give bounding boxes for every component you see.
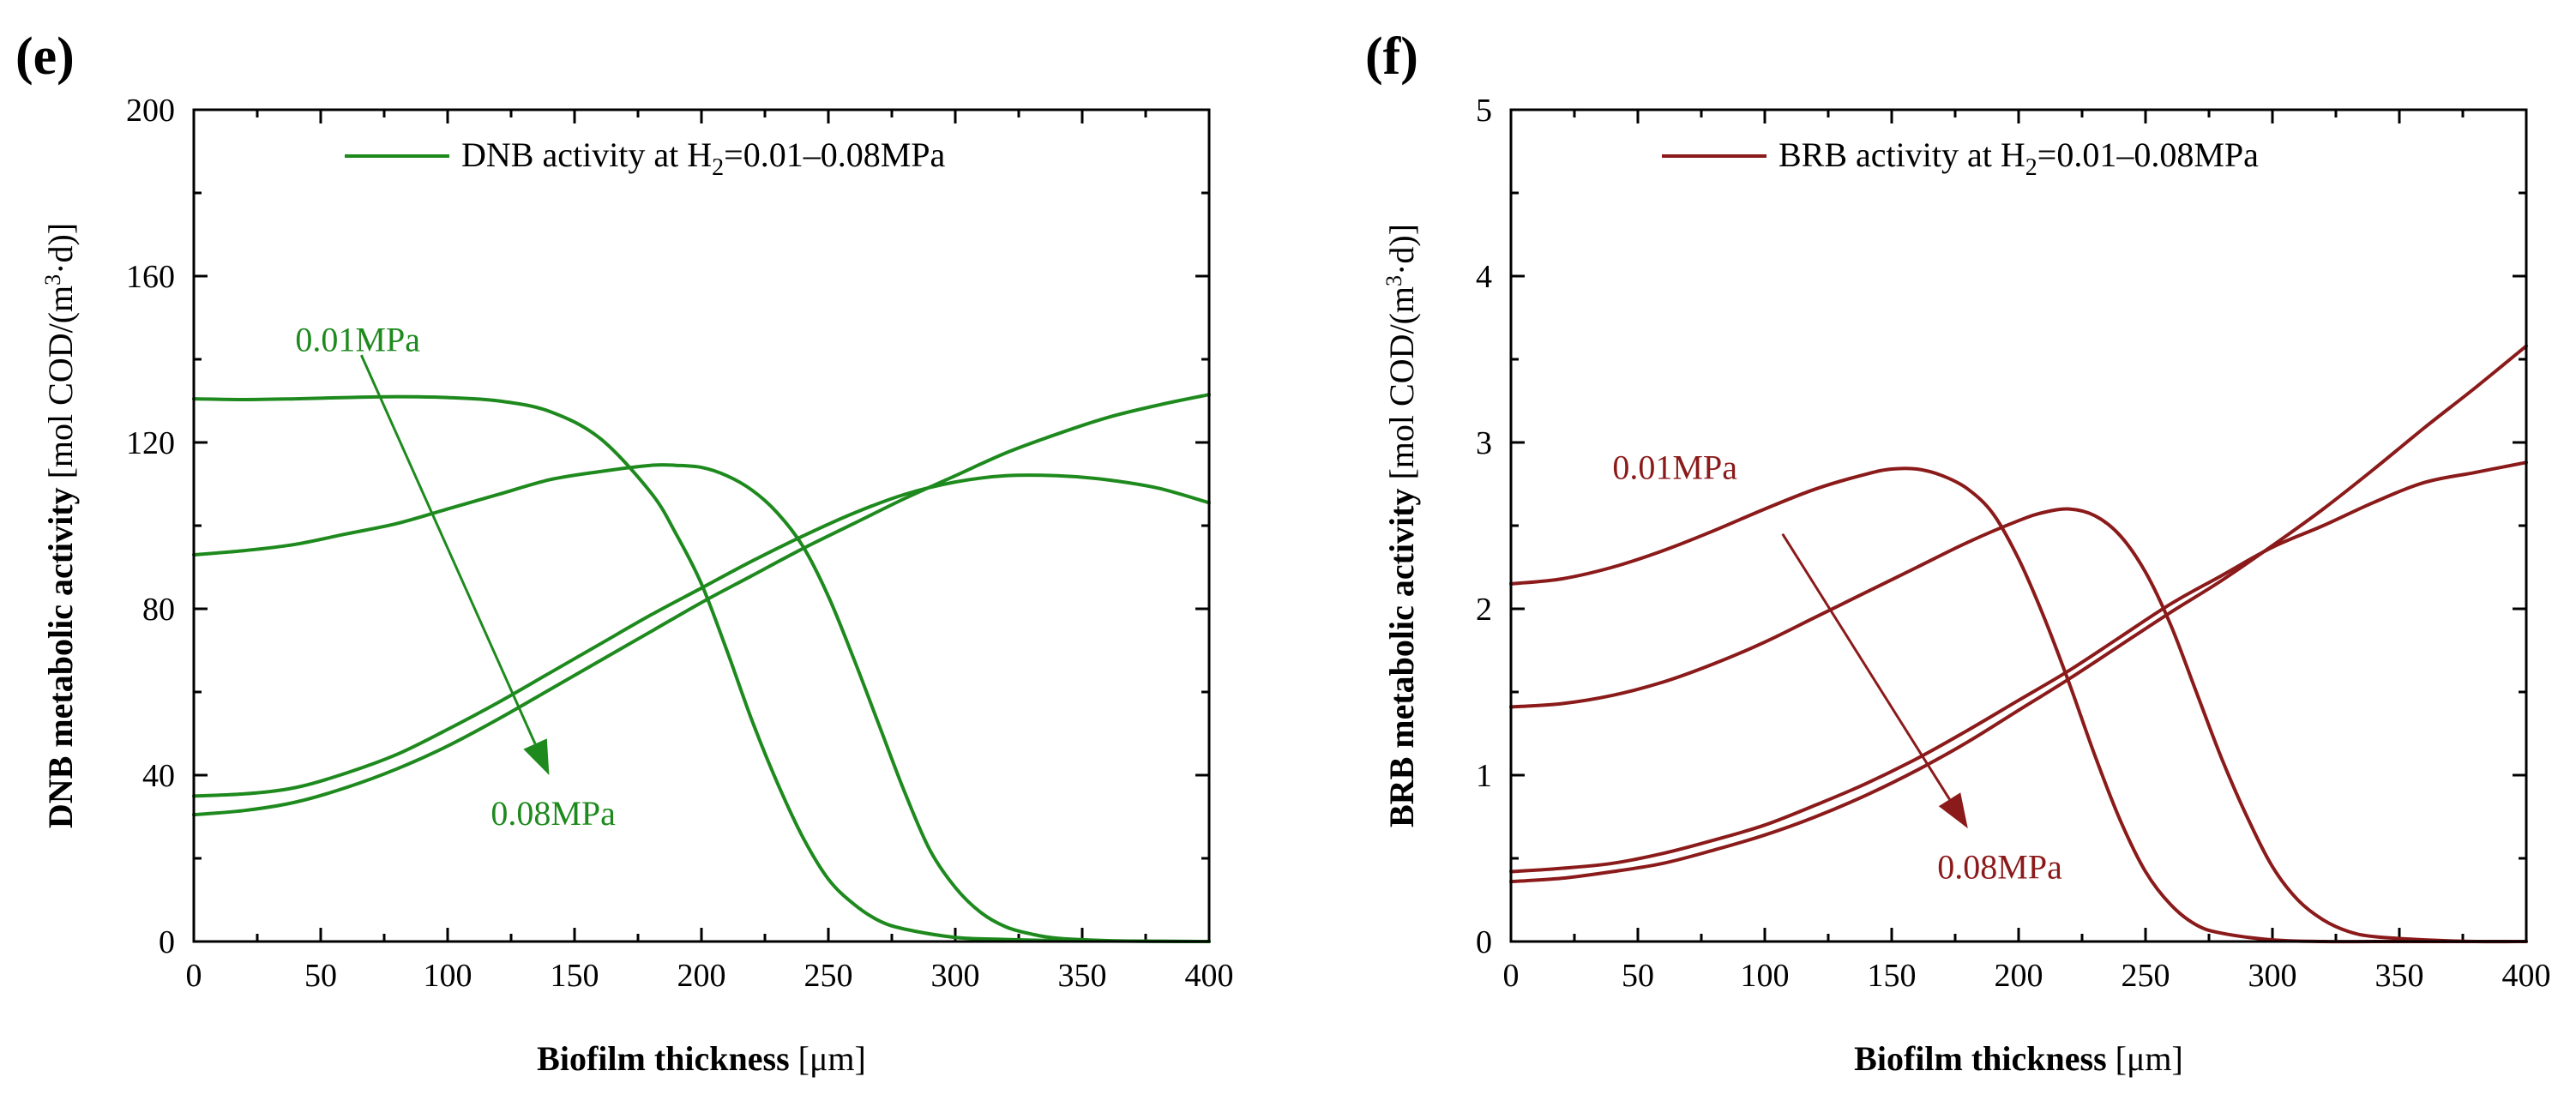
annotation-start-label-e: 0.01MPa — [295, 320, 420, 358]
x-tick-label-e: 0 — [186, 958, 202, 994]
arrow-head-e — [523, 738, 550, 775]
series-line-e-2 — [192, 463, 1211, 943]
x-tick-label-e: 250 — [804, 958, 853, 994]
series-line-f-3 — [1509, 460, 2528, 874]
x-tick-label-f: 100 — [1741, 958, 1790, 994]
tick-labels-f: 0 50 100 150 200 250 300 350 400 0 1 2 3 4 5 — [1476, 93, 2551, 994]
annotation-end-label-e: 0.08MPa — [491, 794, 616, 833]
x-tick-label-e: 300 — [931, 958, 980, 994]
y-axis-label-e: DNB metabolic activity [mol COD/(m3·d)] — [40, 223, 80, 828]
annotation-end-label-f: 0.08MPa — [1937, 847, 2062, 886]
legend-label-e: DNB activity at H2=0.01–0.08MPa — [461, 135, 946, 181]
series-line-e-3 — [192, 473, 1211, 798]
y-tick-label-e: 40 — [142, 758, 175, 794]
y-tick-label-e: 160 — [126, 259, 175, 295]
series-group-e — [192, 393, 1211, 943]
axes-ticks-e — [192, 108, 1211, 943]
y-tick-label-f: 0 — [1476, 924, 1492, 960]
y-tick-label-e: 0 — [159, 924, 175, 960]
annotation-f: 0.01MPa 0.08MPa — [1612, 448, 2062, 887]
arrow-line-f — [1781, 532, 1951, 801]
y-tick-label-f: 2 — [1476, 592, 1492, 628]
arrow-head-f — [1938, 792, 1968, 829]
x-tick-label-f: 250 — [2122, 958, 2170, 994]
annotation-start-label-f: 0.01MPa — [1612, 448, 1737, 487]
x-tick-label-f: 350 — [2375, 958, 2424, 994]
x-tick-label-f: 0 — [1503, 958, 1520, 994]
plot-frame-f — [1509, 108, 2528, 943]
panel-e: (e) 0 50 100 150 200 250 300 350 400 0 40 80 120 160 2… — [15, 27, 1234, 1078]
panel-label-f: (f) — [1365, 27, 1418, 86]
y-tick-label-e: 120 — [126, 425, 175, 461]
legend-e: DNB activity at H2=0.01–0.08MPa — [345, 135, 946, 181]
annotation-e: 0.01MPa 0.08MPa — [295, 320, 616, 833]
x-tick-label-f: 50 — [1622, 958, 1654, 994]
x-tick-label-f: 200 — [1995, 958, 2043, 994]
series-line-e-1 — [192, 394, 1211, 943]
x-tick-label-f: 300 — [2248, 958, 2297, 994]
y-tick-label-f: 3 — [1476, 425, 1492, 461]
y-tick-label-e: 200 — [126, 93, 175, 129]
arrow-line-e — [359, 354, 537, 745]
x-tick-label-f: 150 — [1868, 958, 1917, 994]
y-tick-label-f: 1 — [1476, 758, 1492, 794]
y-tick-label-e: 80 — [142, 592, 175, 628]
y-tick-label-f: 4 — [1476, 259, 1492, 295]
y-axis-label-f: BRB metabolic activity [mol COD/(m3·d)] — [1381, 224, 1421, 827]
plot-frame-e — [192, 108, 1211, 943]
legend-label-f: BRB activity at H2=0.01–0.08MPa — [1779, 135, 2259, 181]
x-tick-label-f: 400 — [2502, 958, 2551, 994]
x-tick-label-e: 50 — [304, 958, 337, 994]
x-axis-label-e: Biofilm thickness [μm] — [537, 1039, 866, 1078]
tick-labels-e: 0 50 100 150 200 250 300 350 400 0 40 80 120 160 200 — [126, 93, 1234, 994]
series-line-e-4 — [192, 393, 1211, 817]
x-tick-label-e: 400 — [1185, 958, 1234, 994]
series-line-f-4 — [1509, 344, 2528, 884]
x-axis-label-f: Biofilm thickness [μm] — [1854, 1039, 2183, 1078]
x-tick-label-e: 100 — [424, 958, 472, 994]
legend-f: BRB activity at H2=0.01–0.08MPa — [1662, 135, 2259, 181]
y-tick-label-f: 5 — [1476, 93, 1492, 129]
x-tick-label-e: 200 — [677, 958, 726, 994]
panel-f: (f) 0 50 100 150 200 250 300 350 400 0 1 2 3 4 5 BRB a… — [1365, 27, 2551, 1078]
axes-ticks-f — [1509, 108, 2528, 943]
x-tick-label-e: 150 — [551, 958, 599, 994]
panel-label-e: (e) — [15, 27, 75, 86]
series-line-f-2 — [1509, 507, 2528, 944]
x-tick-label-e: 350 — [1058, 958, 1107, 994]
